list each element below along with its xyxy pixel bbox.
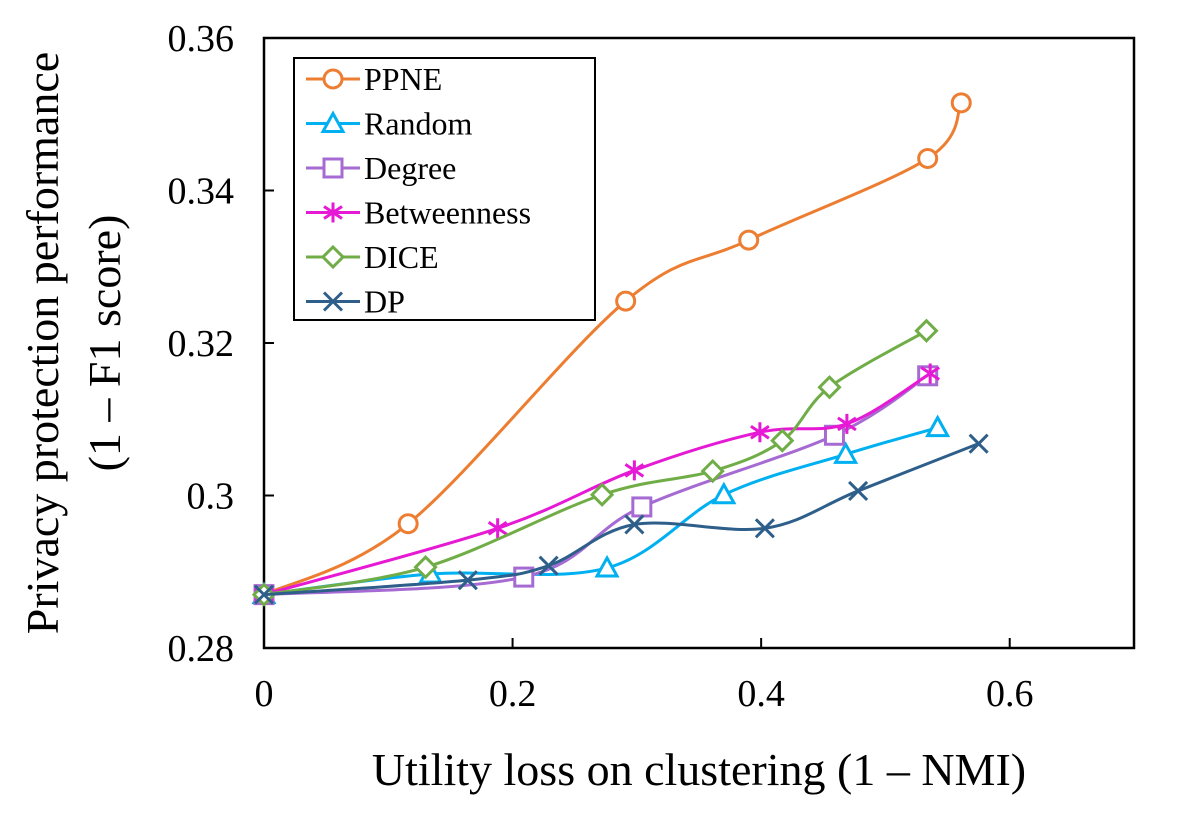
legend-marker [322, 157, 344, 179]
data-point-dice [700, 458, 725, 484]
x-tick-label: 0.2 [489, 673, 537, 715]
data-point-ppne [397, 513, 419, 535]
series-line-betweenness [263, 372, 931, 597]
legend-label: Betweenness [364, 195, 531, 231]
data-point-ppne [950, 92, 972, 114]
data-point-ppne [917, 147, 939, 169]
data-point-betweenness [837, 413, 857, 434]
data-point-dp [848, 480, 869, 501]
y-tick-label: 0.36 [168, 18, 235, 60]
y-axis-title-line1: Privacy protection performance [17, 52, 68, 634]
data-point-dp [457, 570, 478, 591]
legend-marker [323, 202, 343, 223]
data-point-dp [754, 518, 775, 539]
data-point-random [833, 441, 859, 464]
series-layer [251, 92, 989, 607]
data-point-betweenness [920, 363, 941, 384]
data-point-betweenness [624, 460, 645, 481]
y-tick-label: 0.32 [168, 323, 235, 365]
legend-marker [320, 244, 346, 270]
legend-item-betweenness: Betweenness [306, 195, 531, 231]
axis-ticks: 0 0.2 0.4 0.6 0.28 0.3 0.32 0.34 0.36 [168, 18, 1034, 715]
legend-label: DP [364, 284, 405, 320]
legend-item-dice: DICE [306, 239, 439, 275]
series-betweenness [254, 363, 941, 605]
data-point-dp [624, 514, 645, 535]
y-tick-label: 0.28 [168, 628, 235, 670]
legend: PPNE Random Degree Betweenness DICE DP [293, 57, 596, 321]
legend-marker [320, 110, 346, 133]
data-point-dice [817, 375, 842, 400]
data-point-dice [770, 428, 795, 453]
x-axis-title: Utility loss on clustering (1 – NMI) [372, 744, 1026, 795]
legend-marker [322, 291, 344, 312]
data-point-betweenness [750, 422, 770, 443]
data-point-ppne [738, 229, 760, 251]
legend-item-ppne: PPNE [306, 61, 442, 97]
data-point-dp [968, 433, 989, 454]
data-point-dice [589, 482, 615, 507]
x-tick-label: 0.6 [986, 673, 1034, 715]
legend-item-random: Random [306, 106, 473, 142]
data-point-dp [253, 584, 275, 605]
data-point-degree [631, 496, 653, 518]
y-tick-label: 0.3 [187, 476, 235, 518]
data-point-random [594, 554, 620, 578]
data-point-dp [538, 555, 559, 576]
data-point-ppne [615, 290, 637, 312]
legend-frame [293, 57, 596, 321]
legend-label: DICE [364, 239, 439, 275]
legend-label: Random [364, 106, 473, 142]
y-tick-label: 0.34 [168, 171, 235, 213]
legend-label: Degree [364, 150, 456, 186]
data-point-random [925, 414, 951, 438]
legend-marker [322, 68, 344, 90]
data-point-dice [413, 555, 438, 580]
data-point-random [711, 481, 737, 505]
y-axis-title-line2: (1 – F1 score) [79, 215, 130, 472]
data-point-dice [914, 318, 939, 343]
legend-item-dp: DP [306, 284, 405, 320]
x-tick-label: 0.4 [737, 673, 785, 715]
series-dp [253, 433, 989, 605]
data-point-betweenness [487, 518, 508, 539]
legend-item-degree: Degree [306, 150, 456, 186]
x-tick-label: 0 [255, 673, 274, 715]
legend-label: PPNE [364, 61, 442, 97]
